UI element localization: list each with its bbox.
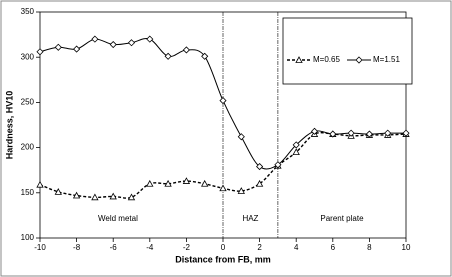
data-point <box>237 187 245 194</box>
x-tick-label: -4 <box>146 243 154 252</box>
data-point <box>256 163 264 171</box>
data-point <box>109 40 117 49</box>
data-point <box>164 179 172 187</box>
legend-label: M=0.65 <box>313 55 340 64</box>
data-point <box>402 129 410 137</box>
x-tick-label: -8 <box>73 243 81 252</box>
data-point <box>73 45 81 53</box>
data-point <box>201 179 209 187</box>
data-point <box>182 46 190 54</box>
data-point <box>91 193 99 201</box>
legend-box <box>282 17 413 85</box>
zone-label: HAZ <box>242 214 258 223</box>
data-point <box>54 43 62 51</box>
x-tick-label: 4 <box>294 243 299 252</box>
x-axis-title: Distance from FB, mm <box>175 254 271 264</box>
data-point <box>36 180 44 188</box>
x-tick-label: 0 <box>221 243 226 252</box>
x-tick-label: -2 <box>183 243 191 252</box>
data-point <box>365 130 373 138</box>
x-tick-label: 8 <box>367 243 372 252</box>
data-point <box>219 97 227 105</box>
legend-marker <box>295 56 303 63</box>
x-tick-label: -6 <box>110 243 118 252</box>
data-point <box>329 130 337 138</box>
data-point <box>182 177 191 184</box>
y-tick-label: 200 <box>21 143 35 152</box>
data-point <box>109 192 117 200</box>
data-point <box>347 129 355 137</box>
data-point <box>54 188 62 195</box>
x-tick-label: 10 <box>402 243 411 252</box>
data-point <box>146 35 154 43</box>
y-tick-label: 250 <box>21 98 35 107</box>
data-point <box>91 35 99 43</box>
data-point <box>219 184 227 192</box>
x-tick-label: -10 <box>34 243 46 252</box>
y-tick-label: 300 <box>21 52 35 61</box>
legend-marker <box>355 56 363 64</box>
y-axis-title: Hardness, HV10 <box>4 91 14 160</box>
data-point <box>146 179 154 187</box>
data-point <box>255 179 264 187</box>
data-point <box>36 48 44 56</box>
data-point <box>384 129 392 137</box>
data-point <box>127 193 136 201</box>
data-point <box>72 191 81 199</box>
data-point <box>201 52 209 60</box>
y-tick-label: 100 <box>21 233 35 242</box>
zone-label: Parent plate <box>320 214 364 223</box>
data-point <box>237 133 245 141</box>
y-tick-label: 150 <box>21 188 35 197</box>
legend-label: M=1.51 <box>373 55 400 64</box>
y-tick-label: 350 <box>21 7 35 16</box>
x-tick-label: 6 <box>331 243 336 252</box>
x-tick-label: 2 <box>257 243 262 252</box>
data-point <box>164 52 172 60</box>
data-point <box>292 141 300 149</box>
data-point <box>310 127 319 135</box>
zone-label: Weld metal <box>98 214 138 223</box>
data-point <box>127 39 136 47</box>
data-point <box>274 161 282 169</box>
data-point <box>292 148 300 156</box>
